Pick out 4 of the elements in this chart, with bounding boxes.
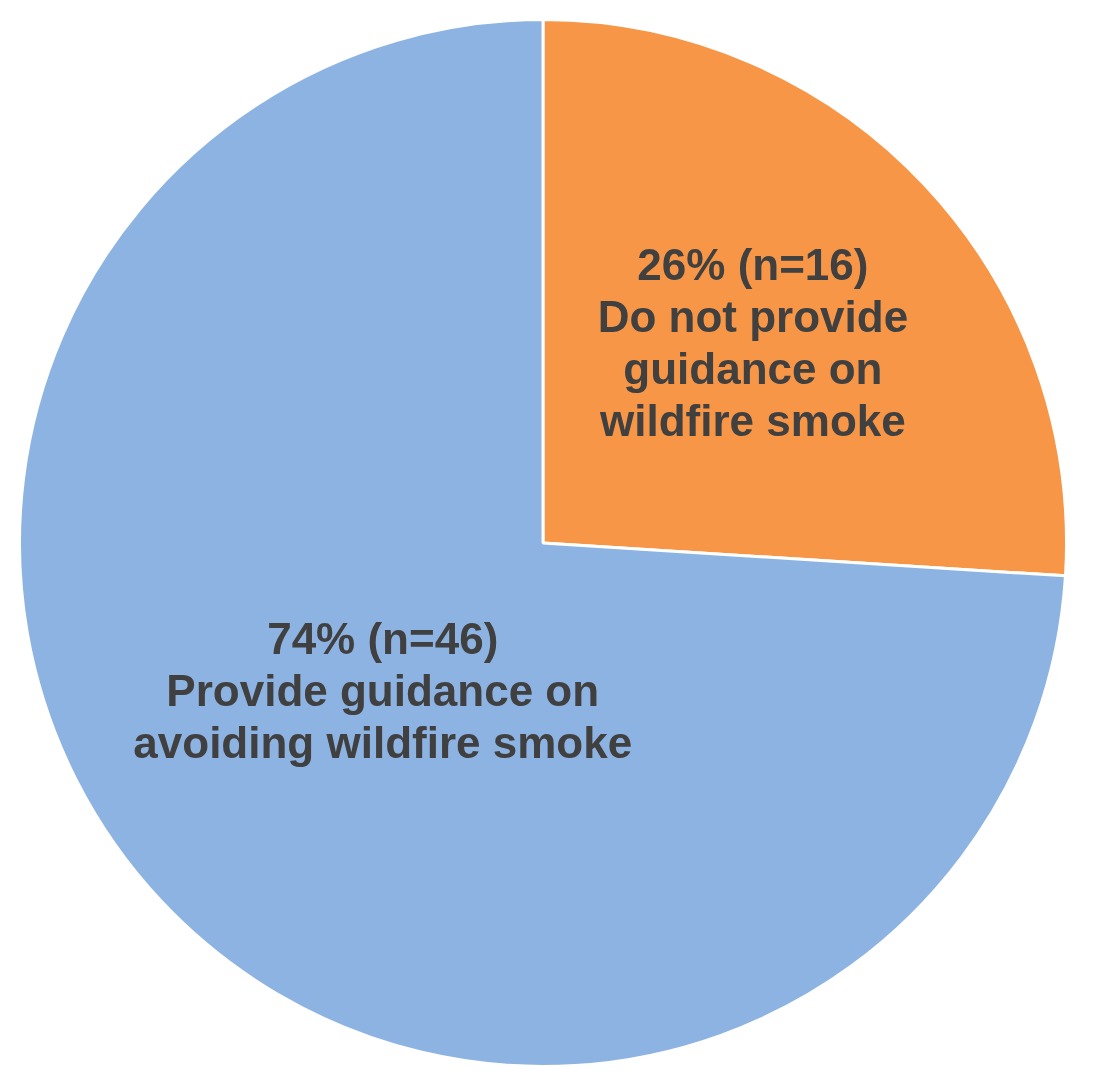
data-label: 26% (n=16) <box>637 240 869 290</box>
slice-label: Provide guidance on avoiding wildfire smoke <box>133 665 633 767</box>
data-label: 74% (n=46) <box>267 613 499 663</box>
slice-label: Do not provide guidance on wildfire smoke <box>597 292 909 446</box>
